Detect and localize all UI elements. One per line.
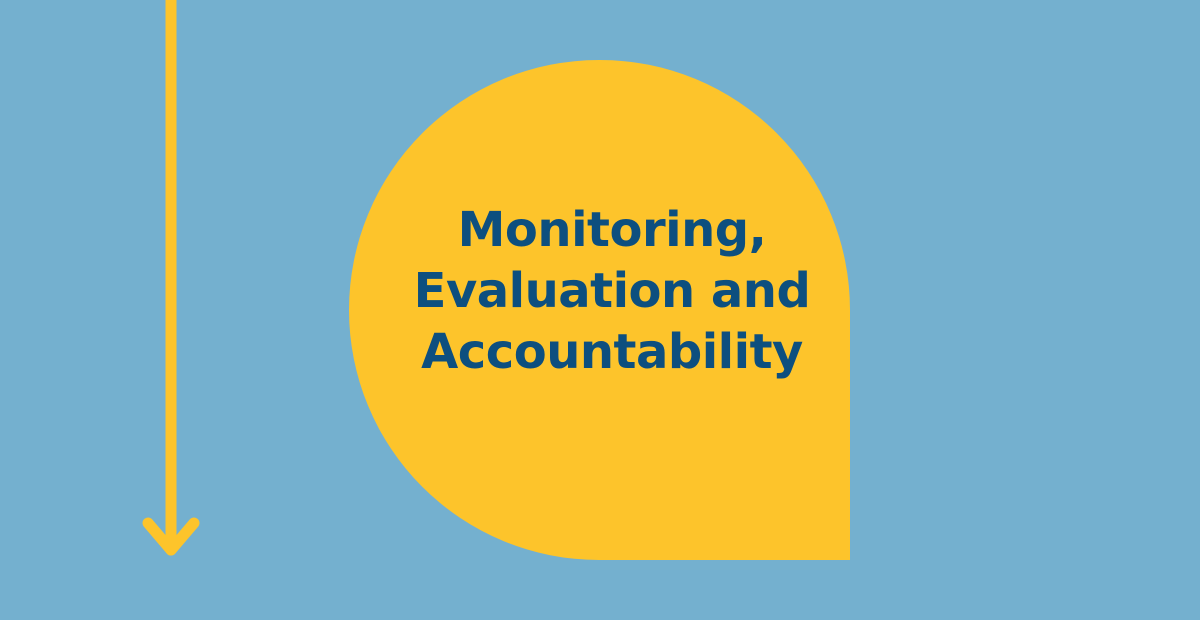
page-title: Monitoring, Evaluation and Accountabilit…	[382, 200, 842, 383]
title-line-2: Evaluation and	[413, 263, 811, 319]
arrow-head	[142, 517, 200, 556]
title-line-1: Monitoring,	[457, 202, 767, 258]
title-line-3: Accountability	[421, 324, 803, 380]
speech-bubble-shape	[349, 60, 850, 560]
